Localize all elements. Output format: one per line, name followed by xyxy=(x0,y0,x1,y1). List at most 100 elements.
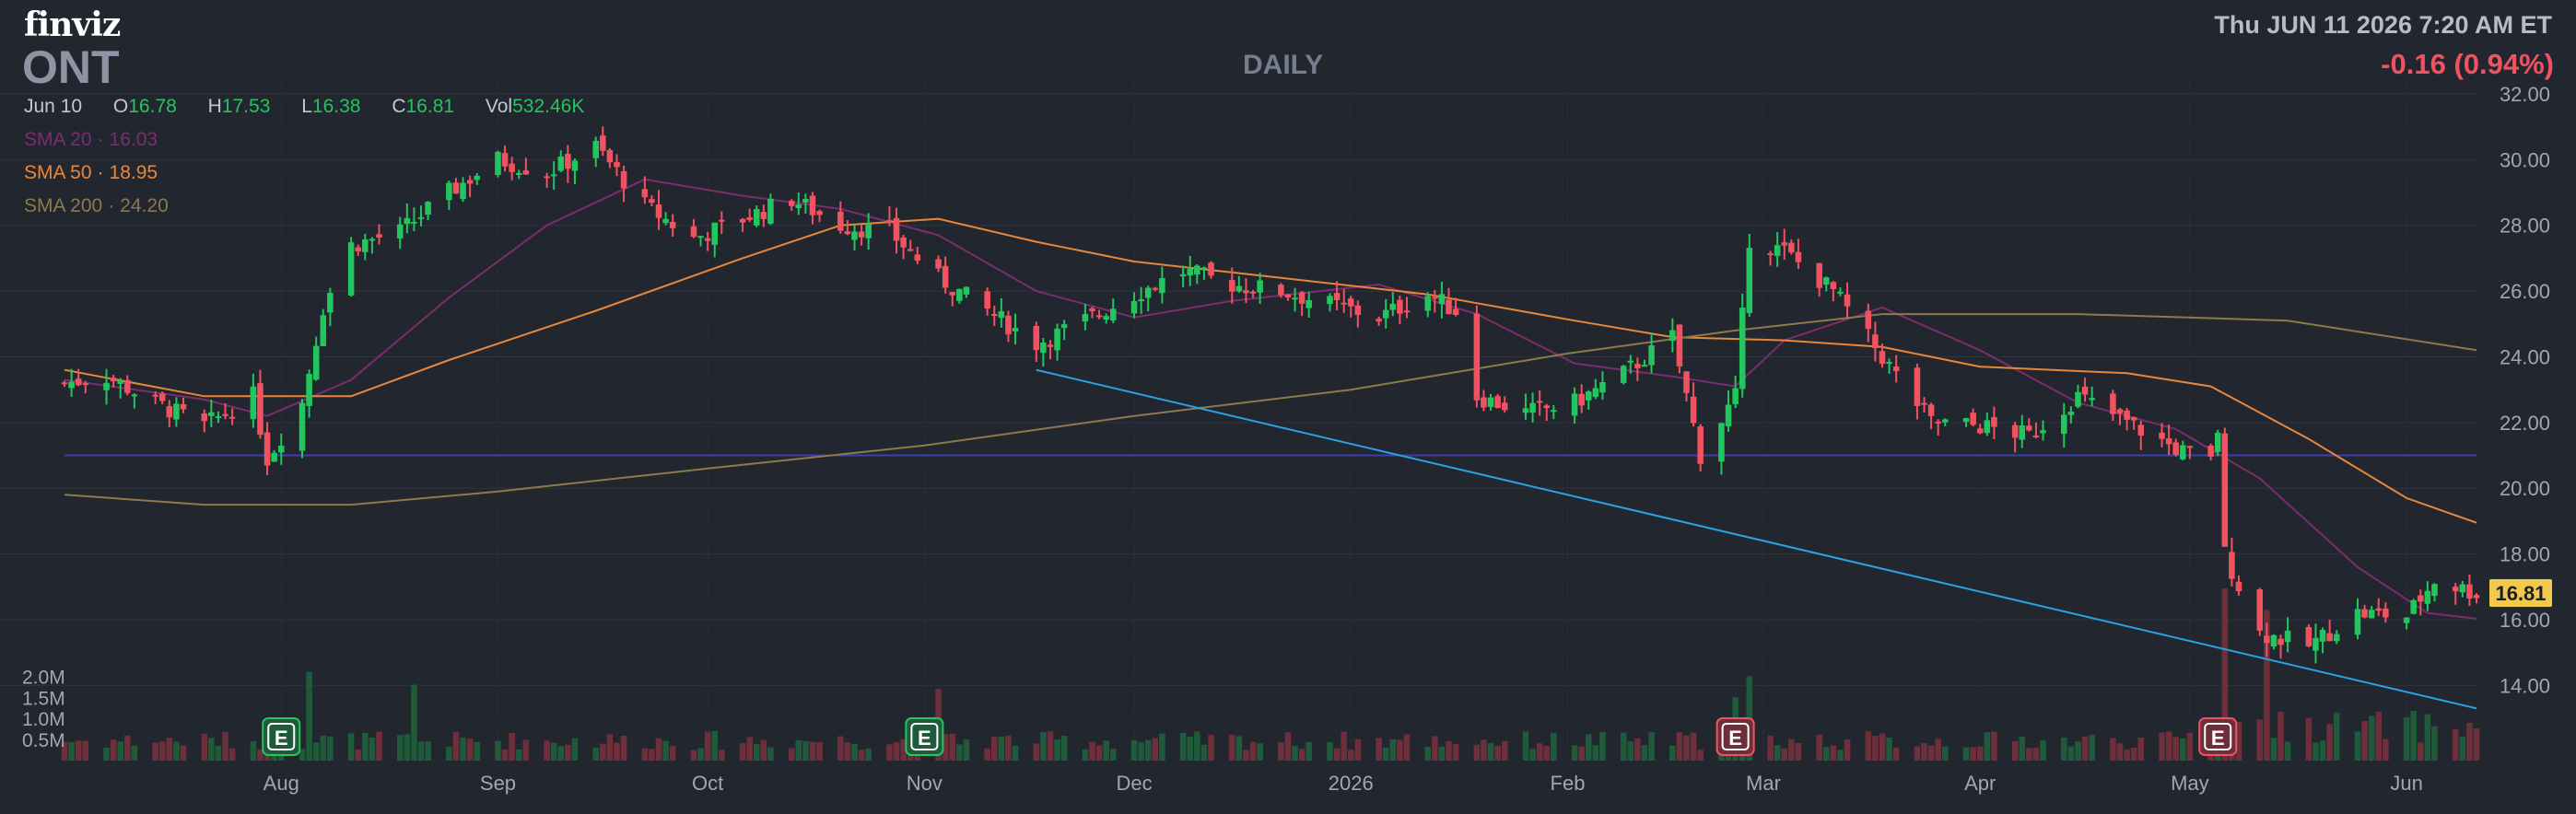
volume-bar xyxy=(2277,711,2284,761)
candle-body xyxy=(2473,595,2480,599)
volume-bar xyxy=(984,748,990,761)
candle-body xyxy=(1341,302,1347,305)
candle-body xyxy=(1927,404,1935,416)
candle-body xyxy=(2431,584,2438,597)
sma20-label: SMA 20 xyxy=(24,129,92,150)
candle-body xyxy=(2284,630,2291,643)
candle-body xyxy=(495,151,501,176)
volume-bar xyxy=(1872,736,1879,761)
candle-body xyxy=(347,242,355,296)
volume-bar xyxy=(1130,740,1138,761)
volume-bar xyxy=(1599,731,1606,761)
volume-bar xyxy=(1187,736,1194,761)
candle-body xyxy=(753,209,760,226)
candle-body xyxy=(1795,251,1802,262)
volume-bar xyxy=(474,741,480,761)
date-tick-label: Oct xyxy=(692,772,723,795)
candle-body xyxy=(1138,299,1144,302)
volume-bar xyxy=(942,734,949,761)
price-change: -0.16 (0.94%) xyxy=(2381,48,2554,80)
volume-bar xyxy=(61,741,68,761)
volume-bar xyxy=(1586,734,1592,761)
candle-body xyxy=(1935,421,1941,424)
volume-bar xyxy=(1536,743,1543,761)
volume-bar xyxy=(158,741,166,761)
indicator-lines xyxy=(64,178,2477,710)
candle-body xyxy=(1144,287,1152,298)
volume-bar xyxy=(662,740,669,761)
candle-body xyxy=(963,286,970,295)
candle-body xyxy=(767,198,774,225)
sma-line-0 xyxy=(64,178,2477,620)
volume-bar xyxy=(2165,731,2172,761)
candle-body xyxy=(1690,396,1697,424)
candle-body xyxy=(2180,445,2186,459)
finviz-logo[interactable]: finviz xyxy=(24,6,121,44)
volume-bar xyxy=(1942,746,1949,761)
candle-body xyxy=(1047,344,1054,347)
candle-body xyxy=(809,195,816,215)
volume-bar xyxy=(1921,742,1927,761)
candle-body xyxy=(1060,324,1068,329)
last-price-label: 16.81 xyxy=(2495,582,2546,605)
volume-bar xyxy=(1816,734,1822,761)
candle-body xyxy=(124,379,131,393)
candle-body xyxy=(1592,388,1599,398)
sma200-label: SMA 200 xyxy=(24,195,103,216)
candle-body xyxy=(914,254,921,261)
candle-body xyxy=(746,217,753,220)
candle-body xyxy=(1627,360,1634,363)
volume-bar xyxy=(1634,738,1641,761)
date-tick-label: Sep xyxy=(480,772,516,795)
volume-bar xyxy=(2011,740,2019,761)
volume-bar xyxy=(1641,745,1648,761)
volume-bar xyxy=(1054,739,1060,761)
earnings-marker-icon[interactable]: E xyxy=(262,717,301,756)
sma200-legend: SMA 200 · 24.20 xyxy=(24,195,169,216)
candle-body xyxy=(1718,423,1725,462)
candle-body xyxy=(82,383,89,386)
volume-tick-label: 1.0M xyxy=(22,709,65,730)
earnings-marker-icon[interactable]: E xyxy=(2198,717,2238,756)
volume-bar xyxy=(690,750,697,761)
candle-body xyxy=(1774,245,1781,256)
volume-bar xyxy=(788,748,795,761)
volume-bar xyxy=(1676,732,1683,761)
volume-bar xyxy=(404,734,411,761)
volume-bar xyxy=(222,731,228,761)
volume-bar xyxy=(1243,750,1249,761)
candle-body xyxy=(1403,310,1411,313)
candle-body xyxy=(1634,364,1641,368)
volume-bar xyxy=(1795,743,1802,761)
candle-body xyxy=(1159,278,1165,294)
volume-bar xyxy=(1976,746,1984,761)
volume-bar xyxy=(1886,737,1892,761)
candle-body xyxy=(1082,314,1089,322)
volume-bar xyxy=(669,746,676,761)
volume-bar xyxy=(1249,741,1257,761)
candle-body xyxy=(1676,324,1683,366)
candle-body xyxy=(180,404,187,410)
earnings-marker-icon[interactable]: E xyxy=(905,717,944,756)
low-value: 16.38 xyxy=(311,96,361,117)
candle-body xyxy=(1487,397,1494,408)
grid xyxy=(0,85,2476,761)
candle-body xyxy=(201,413,208,422)
date-tick-label: Feb xyxy=(1551,772,1586,795)
candles xyxy=(61,126,2480,664)
candle-body xyxy=(1872,334,1879,349)
volume-bar xyxy=(600,743,606,761)
volume-bar xyxy=(2326,724,2333,761)
earnings-label: E xyxy=(1728,727,1742,750)
candle-body xyxy=(2019,424,2026,440)
volume-bar xyxy=(1865,731,1872,761)
candle-body xyxy=(1522,408,1529,413)
candle-body xyxy=(760,212,767,219)
volume-bar xyxy=(1278,742,1284,761)
candle-body xyxy=(1536,401,1543,403)
candle-body xyxy=(460,182,466,200)
volume-bar xyxy=(2159,732,2165,761)
earnings-marker-icon[interactable]: E xyxy=(1715,717,1755,756)
